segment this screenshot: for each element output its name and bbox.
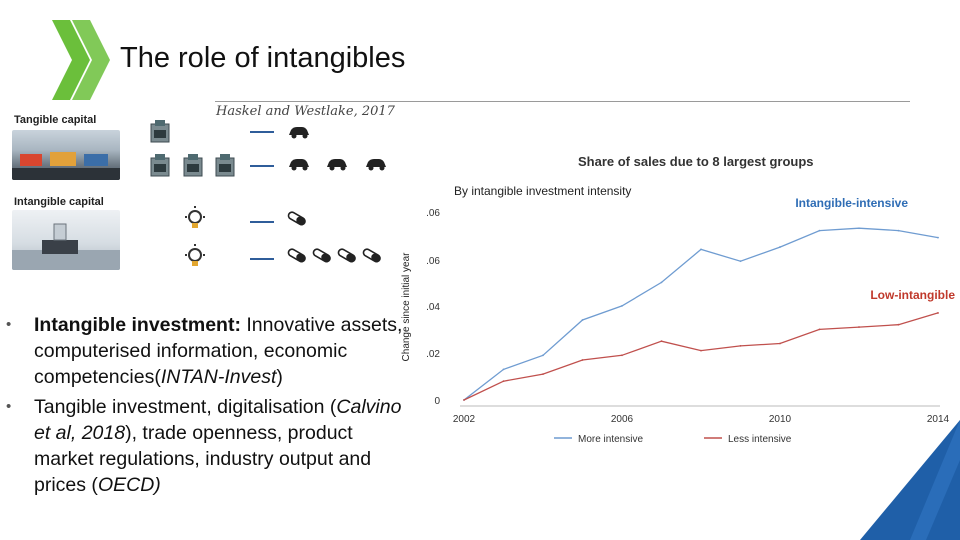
machine-icon bbox=[150, 120, 170, 143]
series-line-more-intensive bbox=[463, 227, 939, 401]
arrow-icon bbox=[250, 131, 274, 133]
data-point bbox=[937, 236, 939, 239]
data-point bbox=[660, 281, 663, 284]
car-icon bbox=[289, 159, 309, 171]
arrow-icon bbox=[250, 258, 274, 260]
tangible-capital-label: Tangible capital bbox=[14, 114, 97, 126]
data-point bbox=[621, 304, 623, 307]
pill-icon bbox=[312, 248, 331, 263]
series-line-less-intensive bbox=[463, 312, 939, 401]
data-point bbox=[897, 229, 900, 232]
car-icon bbox=[289, 127, 309, 139]
data-point bbox=[818, 229, 821, 232]
y-tick-label: .02 bbox=[426, 349, 440, 360]
data-point bbox=[739, 344, 742, 347]
arrow-icon bbox=[250, 165, 274, 167]
data-point bbox=[581, 359, 584, 361]
bullet-item: • Tangible investment, digitalisation (C… bbox=[6, 394, 414, 498]
chart-subtitle: By intangible investment intensity bbox=[454, 184, 631, 198]
data-point bbox=[502, 368, 505, 371]
bullet-italic-text: INTAN-Invest bbox=[160, 366, 277, 388]
data-point bbox=[937, 312, 939, 314]
machine-icon bbox=[150, 154, 170, 177]
y-tick-label: .06 bbox=[426, 208, 440, 219]
pill-icon bbox=[287, 248, 306, 263]
legend-label: More intensive bbox=[578, 434, 643, 445]
machine-icon bbox=[215, 154, 235, 177]
lab-photo bbox=[12, 210, 120, 270]
corner-decoration bbox=[860, 420, 960, 540]
x-tick-label: 2010 bbox=[769, 414, 792, 425]
series-annotation: Low-intangible bbox=[870, 288, 955, 302]
car-icon bbox=[366, 159, 386, 171]
data-point bbox=[897, 323, 900, 326]
data-point bbox=[779, 246, 781, 248]
factory-photo bbox=[12, 130, 120, 180]
pill-icon bbox=[337, 248, 356, 263]
bullet-item: • Intangible investment: Innovative asse… bbox=[6, 312, 414, 390]
title-divider bbox=[215, 101, 910, 102]
lightbulb-icon bbox=[185, 206, 205, 228]
intangible-capital-label: Intangible capital bbox=[14, 196, 104, 208]
logo-chevron-2 bbox=[72, 20, 110, 100]
data-point bbox=[739, 260, 742, 263]
data-point bbox=[502, 380, 505, 383]
oecd-logo bbox=[52, 20, 110, 100]
y-tick-label: .04 bbox=[426, 302, 440, 313]
pill-icon bbox=[362, 248, 381, 263]
data-point bbox=[818, 328, 821, 331]
chart-title: Share of sales due to 8 largest groups bbox=[578, 154, 814, 169]
legend-label: Less intensive bbox=[728, 434, 792, 445]
lightbulb-icon bbox=[185, 244, 205, 266]
bullet-tail: ) bbox=[276, 366, 283, 388]
bullet-text: Tangible investment, digitalisation ( bbox=[34, 396, 337, 418]
y-tick-label: .06 bbox=[426, 256, 440, 267]
arrow-icon bbox=[250, 221, 274, 223]
bullet-marker: • bbox=[6, 398, 12, 415]
pill-icon bbox=[287, 211, 306, 226]
series-annotation: Intangible-intensive bbox=[795, 196, 908, 210]
bullet-italic-text-2: OECD) bbox=[97, 474, 161, 496]
page-title: The role of intangibles bbox=[120, 42, 406, 74]
bullet-marker: • bbox=[6, 316, 12, 333]
data-point bbox=[858, 227, 860, 230]
line-chart: Share of sales due to 8 largest groups B… bbox=[401, 154, 955, 445]
bullet-bold-text: Intangible investment: bbox=[34, 314, 241, 336]
logo-chevron-1 bbox=[52, 20, 90, 100]
bullet-tail: ), trade openness, product market regula… bbox=[34, 422, 372, 496]
bullet-italic-text: Calvino et al, 2018 bbox=[34, 396, 402, 444]
data-point bbox=[542, 354, 544, 357]
data-point bbox=[463, 399, 465, 401]
bullet-list: • Intangible investment: Innovative asse… bbox=[6, 312, 414, 502]
data-point bbox=[700, 349, 702, 352]
data-point bbox=[581, 319, 584, 321]
bullet-text: Innovative assets, computerised informat… bbox=[34, 314, 403, 388]
data-point bbox=[858, 326, 860, 328]
source-citation: Haskel and Westlake, 2017 bbox=[216, 104, 395, 119]
y-tick-label: 0 bbox=[434, 396, 440, 407]
data-point bbox=[779, 342, 781, 345]
data-point bbox=[700, 248, 702, 251]
data-point bbox=[542, 373, 544, 376]
x-tick-label: 2006 bbox=[611, 414, 634, 425]
data-point bbox=[660, 340, 663, 343]
machine-icon bbox=[183, 154, 203, 177]
y-axis-label: Change since initial year bbox=[401, 252, 412, 362]
x-tick-label: 2002 bbox=[453, 414, 476, 425]
data-point bbox=[621, 354, 623, 357]
x-tick-label: 2014 bbox=[927, 414, 950, 425]
car-icon bbox=[327, 159, 347, 171]
